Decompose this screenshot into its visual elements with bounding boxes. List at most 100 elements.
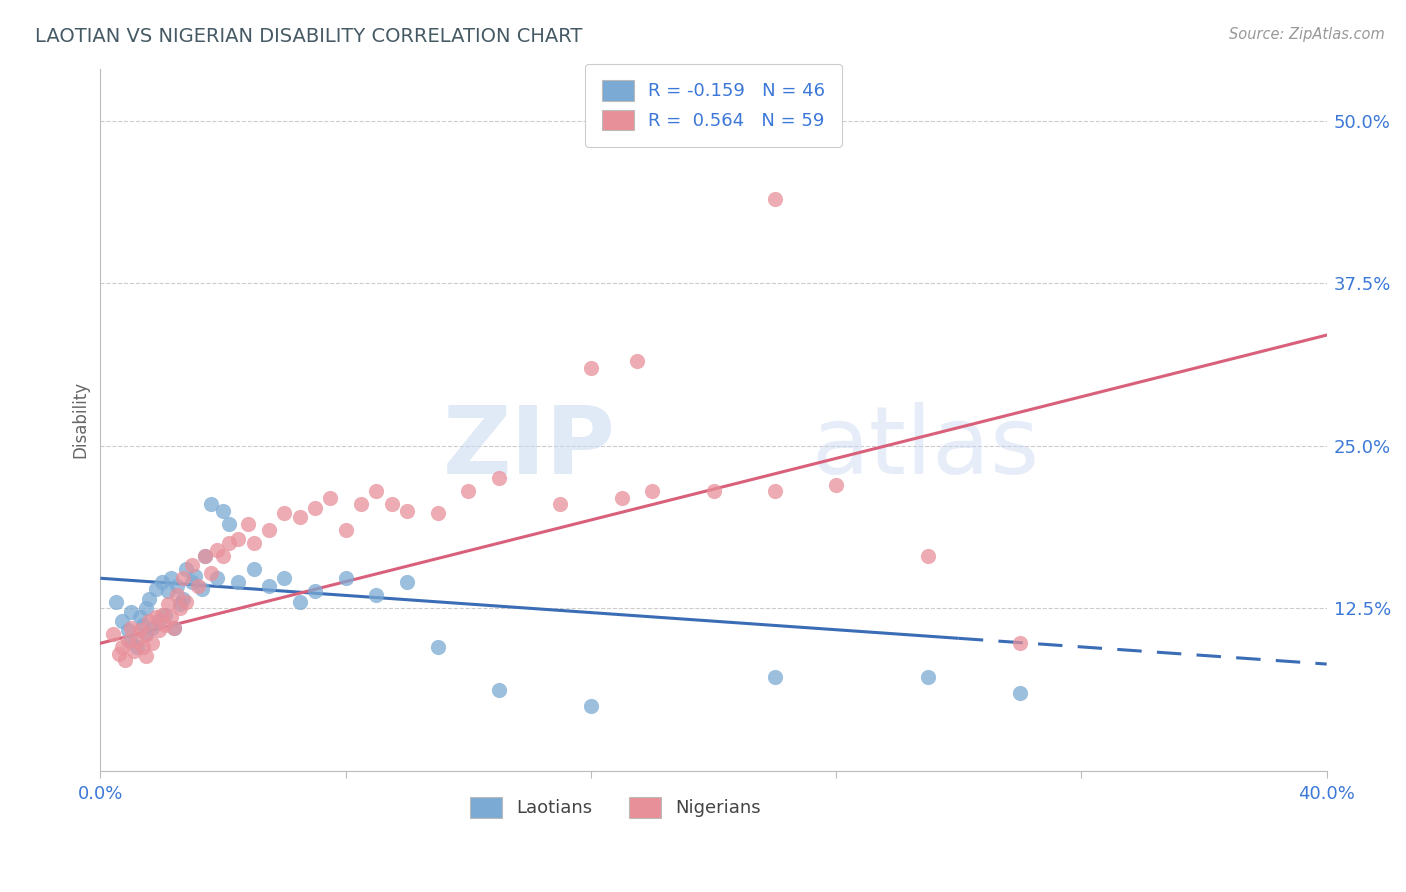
Point — [242, 536, 264, 550]
Point — [120, 633, 142, 648]
Point — [319, 491, 342, 505]
Point — [184, 568, 207, 582]
Point — [138, 614, 160, 628]
Point — [122, 644, 145, 658]
Point — [163, 621, 186, 635]
Point — [218, 516, 240, 531]
Point — [135, 649, 157, 664]
Text: atlas: atlas — [811, 401, 1040, 493]
Point — [304, 584, 326, 599]
Point — [426, 640, 449, 655]
Point — [127, 633, 149, 648]
Point — [153, 607, 176, 622]
Point — [242, 562, 264, 576]
Text: LAOTIAN VS NIGERIAN DISABILITY CORRELATION CHART: LAOTIAN VS NIGERIAN DISABILITY CORRELATI… — [35, 27, 582, 45]
Point — [129, 624, 152, 638]
Point — [548, 497, 571, 511]
Point — [120, 621, 142, 635]
Point — [579, 360, 602, 375]
Point — [169, 601, 191, 615]
Point — [626, 354, 648, 368]
Point — [366, 484, 388, 499]
Point — [212, 549, 235, 563]
Point — [101, 627, 124, 641]
Text: ZIP: ZIP — [443, 401, 616, 493]
Point — [129, 610, 152, 624]
Point — [145, 610, 167, 624]
Point — [135, 601, 157, 615]
Point — [226, 533, 249, 547]
Point — [156, 584, 179, 599]
Point — [138, 592, 160, 607]
Point — [194, 549, 217, 563]
Point — [194, 549, 217, 563]
Point — [153, 618, 176, 632]
Point — [226, 575, 249, 590]
Point — [190, 582, 212, 596]
Point — [335, 571, 357, 585]
Point — [288, 594, 311, 608]
Point — [335, 523, 357, 537]
Point — [145, 582, 167, 596]
Y-axis label: Disability: Disability — [72, 381, 89, 458]
Point — [166, 579, 188, 593]
Point — [457, 484, 479, 499]
Point — [117, 633, 139, 648]
Point — [763, 670, 786, 684]
Point — [111, 640, 134, 655]
Point — [120, 605, 142, 619]
Point — [288, 510, 311, 524]
Point — [135, 627, 157, 641]
Point — [150, 575, 173, 590]
Point — [763, 484, 786, 499]
Point — [579, 698, 602, 713]
Point — [166, 588, 188, 602]
Point — [488, 683, 510, 698]
Point — [132, 618, 155, 632]
Point — [304, 501, 326, 516]
Point — [350, 497, 373, 511]
Point — [825, 477, 848, 491]
Point — [148, 614, 170, 628]
Legend: Laotians, Nigerians: Laotians, Nigerians — [463, 789, 769, 825]
Point — [169, 597, 191, 611]
Point — [395, 575, 418, 590]
Point — [917, 549, 939, 563]
Point — [200, 566, 222, 580]
Point — [205, 571, 228, 585]
Point — [426, 506, 449, 520]
Point — [218, 536, 240, 550]
Point — [135, 627, 157, 641]
Point — [148, 624, 170, 638]
Point — [366, 588, 388, 602]
Point — [172, 592, 194, 607]
Point — [257, 579, 280, 593]
Point — [127, 640, 149, 655]
Point — [763, 192, 786, 206]
Point — [150, 607, 173, 622]
Point — [395, 503, 418, 517]
Point — [273, 571, 295, 585]
Point — [181, 558, 204, 573]
Point — [273, 506, 295, 520]
Point — [917, 670, 939, 684]
Point — [141, 621, 163, 635]
Point — [117, 624, 139, 638]
Point — [111, 614, 134, 628]
Point — [187, 579, 209, 593]
Point — [174, 594, 197, 608]
Point — [212, 503, 235, 517]
Point — [641, 484, 664, 499]
Point — [200, 497, 222, 511]
Point — [141, 636, 163, 650]
Point — [236, 516, 259, 531]
Point — [257, 523, 280, 537]
Point — [1010, 686, 1032, 700]
Point — [172, 571, 194, 585]
Point — [163, 621, 186, 635]
Point — [114, 653, 136, 667]
Point — [610, 491, 633, 505]
Point — [174, 562, 197, 576]
Point — [702, 484, 724, 499]
Point — [205, 542, 228, 557]
